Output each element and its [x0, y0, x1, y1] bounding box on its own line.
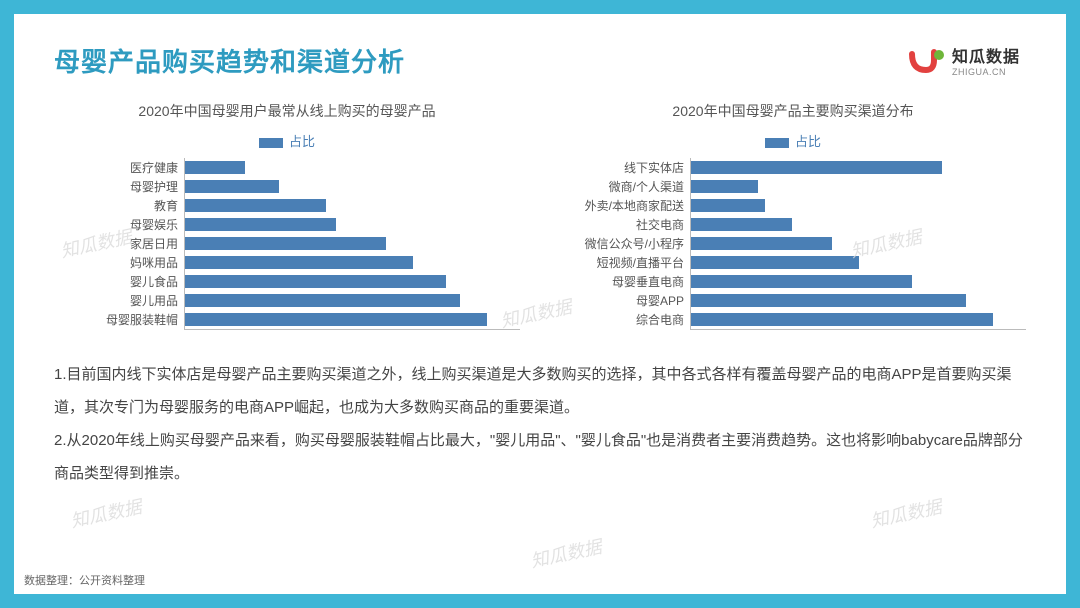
- bar-row: 短视频/直播平台: [560, 253, 1026, 272]
- bar-row: 家居日用: [54, 234, 520, 253]
- data-source: 数据整理：公开资料整理: [24, 572, 145, 588]
- bar-track: [184, 177, 520, 196]
- bar-label: 线下实体店: [560, 159, 690, 176]
- bar-label: 教育: [54, 197, 184, 214]
- body-text: 1.目前国内线下实体店是母婴产品主要购买渠道之外，线上购买渠道是大多数购买的选择…: [54, 358, 1026, 490]
- bar-track: [690, 196, 1026, 215]
- bar-track: [690, 291, 1026, 310]
- chart-left-legend: 占比: [54, 131, 520, 150]
- chart-left-xaxis: [184, 329, 520, 330]
- bar: [691, 256, 859, 269]
- bar-row: 母婴护理: [54, 177, 520, 196]
- bar: [691, 218, 792, 231]
- chart-right-xaxis: [690, 329, 1026, 330]
- bar-row: 母婴APP: [560, 291, 1026, 310]
- bar-row: 综合电商: [560, 310, 1026, 329]
- bar-row: 婴儿食品: [54, 272, 520, 291]
- bar-track: [690, 310, 1026, 329]
- bar: [691, 294, 966, 307]
- bar-label: 家居日用: [54, 235, 184, 252]
- bar-row: 线下实体店: [560, 158, 1026, 177]
- bar-label: 微信公众号/小程序: [560, 235, 690, 252]
- bar: [185, 199, 326, 212]
- chart-left-title: 2020年中国母婴用户最常从线上购买的母婴产品: [54, 101, 520, 121]
- bar: [691, 199, 765, 212]
- bar-row: 母婴垂直电商: [560, 272, 1026, 291]
- bar: [691, 237, 832, 250]
- bar: [691, 180, 758, 193]
- chart-left: 2020年中国母婴用户最常从线上购买的母婴产品 占比 医疗健康母婴护理教育母婴娱…: [54, 101, 520, 330]
- bar-row: 母婴服装鞋帽: [54, 310, 520, 329]
- bar-label: 医疗健康: [54, 159, 184, 176]
- bar: [691, 275, 912, 288]
- paragraph-1: 1.目前国内线下实体店是母婴产品主要购买渠道之外，线上购买渠道是大多数购买的选择…: [54, 358, 1026, 424]
- bar: [691, 313, 993, 326]
- bar-row: 母婴娱乐: [54, 215, 520, 234]
- bar-track: [690, 177, 1026, 196]
- bar-track: [184, 234, 520, 253]
- bar-label: 母婴垂直电商: [560, 273, 690, 290]
- logo-text-cn: 知瓜数据: [952, 50, 1020, 66]
- bar-track: [184, 310, 520, 329]
- bar-row: 社交电商: [560, 215, 1026, 234]
- chart-right-legend: 占比: [560, 131, 1026, 150]
- bar: [185, 294, 460, 307]
- bar-label: 外卖/本地商家配送: [560, 197, 690, 214]
- bar-label: 母婴服装鞋帽: [54, 311, 184, 328]
- chart-right: 2020年中国母婴产品主要购买渠道分布 占比 线下实体店微商/个人渠道外卖/本地…: [560, 101, 1026, 330]
- bar-row: 微商/个人渠道: [560, 177, 1026, 196]
- charts-row: 2020年中国母婴用户最常从线上购买的母婴产品 占比 医疗健康母婴护理教育母婴娱…: [54, 101, 1026, 330]
- bar-track: [184, 291, 520, 310]
- bar-track: [184, 215, 520, 234]
- bar: [185, 237, 386, 250]
- bar-track: [690, 253, 1026, 272]
- bar-label: 微商/个人渠道: [560, 178, 690, 195]
- bar-row: 教育: [54, 196, 520, 215]
- bar-label: 母婴娱乐: [54, 216, 184, 233]
- bar: [185, 275, 446, 288]
- bar-label: 综合电商: [560, 311, 690, 328]
- paragraph-2: 2.从2020年线上购买母婴产品来看，购买母婴服装鞋帽占比最大，"婴儿用品"、"…: [54, 424, 1026, 490]
- bar-track: [184, 272, 520, 291]
- logo-text-en: ZHIGUA.CN: [952, 68, 1020, 77]
- chart-right-bars: 线下实体店微商/个人渠道外卖/本地商家配送社交电商微信公众号/小程序短视频/直播…: [560, 158, 1026, 329]
- bar-row: 婴儿用品: [54, 291, 520, 310]
- bar: [691, 161, 942, 174]
- bar-track: [690, 272, 1026, 291]
- brand-logo: 知瓜数据 ZHIGUA.CN: [908, 48, 1020, 78]
- bar-label: 母婴APP: [560, 292, 690, 309]
- bar-row: 医疗健康: [54, 158, 520, 177]
- bar-track: [690, 215, 1026, 234]
- bar: [185, 218, 336, 231]
- logo-icon: [908, 48, 946, 78]
- bar-track: [184, 158, 520, 177]
- legend-swatch: [765, 138, 789, 148]
- logo-text: 知瓜数据 ZHIGUA.CN: [952, 50, 1020, 77]
- chart-left-bars: 医疗健康母婴护理教育母婴娱乐家居日用妈咪用品婴儿食品婴儿用品母婴服装鞋帽: [54, 158, 520, 329]
- legend-label: 占比: [289, 134, 315, 149]
- page-title: 母婴产品购买趋势和渠道分析: [54, 42, 1026, 79]
- bar-label: 短视频/直播平台: [560, 254, 690, 271]
- bar-track: [184, 253, 520, 272]
- legend-swatch: [259, 138, 283, 148]
- bar: [185, 161, 245, 174]
- slide-content: 母婴产品购买趋势和渠道分析 知瓜数据 ZHIGUA.CN 2020年中国母婴用户…: [14, 14, 1066, 594]
- bar-label: 母婴护理: [54, 178, 184, 195]
- bar-label: 妈咪用品: [54, 254, 184, 271]
- chart-right-title: 2020年中国母婴产品主要购买渠道分布: [560, 101, 1026, 121]
- bar: [185, 256, 413, 269]
- bar-track: [690, 158, 1026, 177]
- bar-label: 社交电商: [560, 216, 690, 233]
- bar-row: 外卖/本地商家配送: [560, 196, 1026, 215]
- bar-track: [184, 196, 520, 215]
- bar: [185, 180, 279, 193]
- bar-row: 妈咪用品: [54, 253, 520, 272]
- bar-track: [690, 234, 1026, 253]
- bar-label: 婴儿食品: [54, 273, 184, 290]
- bar-label: 婴儿用品: [54, 292, 184, 309]
- legend-label: 占比: [795, 134, 821, 149]
- bar-row: 微信公众号/小程序: [560, 234, 1026, 253]
- bar: [185, 313, 487, 326]
